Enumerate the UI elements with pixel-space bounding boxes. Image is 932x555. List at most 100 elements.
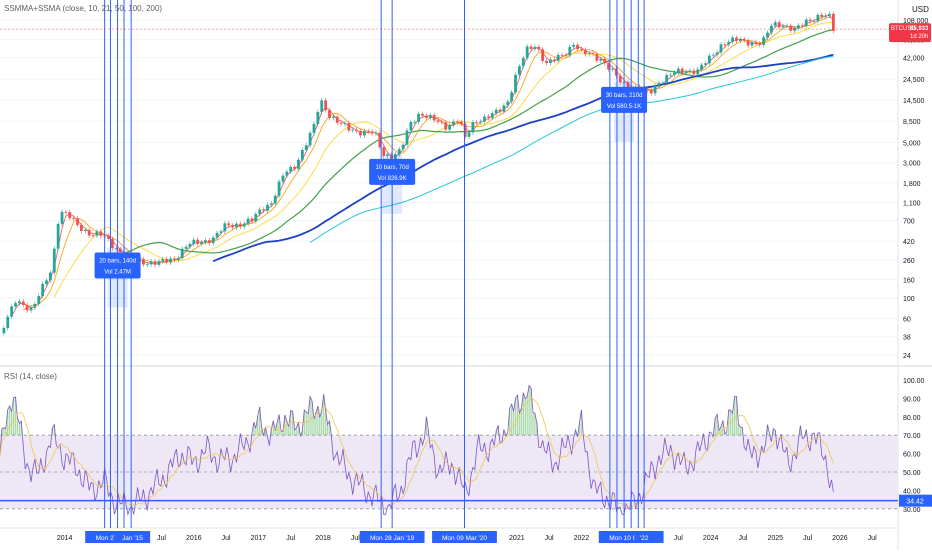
candle-body [316,111,320,124]
currency-label[interactable]: USD [912,5,929,14]
candle-body [614,68,618,76]
candle-body [320,100,324,112]
candle-body [21,301,25,305]
candle-body [6,316,10,328]
candle-body [339,122,343,124]
candle-body [347,123,351,131]
time-tick-label: Jul [351,535,360,542]
candle-body [266,204,269,211]
candle-body [378,132,382,148]
candle-body [366,130,370,132]
candle-body [107,235,110,239]
candle-body [521,57,525,67]
rsi-ma-line [0,396,834,509]
price-tick-label: 1,100 [903,201,921,208]
candle-body [273,195,277,204]
price-tick-label: 5,000 [903,140,921,147]
candle-body [285,171,289,176]
candle-body [452,121,455,125]
measure-tooltip[interactable] [94,252,141,279]
candle-body [785,25,789,27]
candle-body [235,223,238,228]
time-marker-badge[interactable] [359,531,425,543]
candle-body [583,49,587,55]
time-tick-label: 2025 [767,535,783,542]
price-tick-label: 260 [903,258,915,265]
candle-body [471,122,475,133]
price-tick-label: 100 [903,296,915,303]
candle-body [254,213,258,222]
candle-body [200,242,203,244]
candle-body [475,122,479,123]
measure-volume-label: Vol 826.9K [378,176,407,182]
candle-body [41,283,45,297]
candle-body [444,122,448,130]
candle-body [556,54,560,61]
candle-body [231,225,234,228]
measure-tooltip[interactable] [601,86,648,113]
time-marker-badge[interactable] [114,531,151,543]
candle-body [440,121,444,123]
candle-body [401,144,405,150]
candle-body [382,147,386,156]
main-indicator-legend[interactable]: SSMMA+SSMA (close, 10, 21, 50, 100, 200) [4,4,163,13]
candle-body [680,68,684,74]
time-tick-label: 2024 [703,535,719,542]
price-tick-label: 60 [903,317,911,324]
rsi-current-value: 34.42 [906,499,924,506]
candle-body [541,49,545,61]
candle-body [153,261,157,265]
candle-body [68,212,72,219]
candle-body [269,203,273,205]
time-tick-label: 2018 [315,535,331,542]
candle-body [459,121,463,124]
candle-body [518,66,521,75]
candle-body [576,44,579,50]
candle-body [250,218,254,222]
time-marker-badge[interactable] [634,531,654,543]
candle-body [48,272,52,281]
candle-body [599,58,603,61]
candle-body [595,53,599,61]
candle-body [192,239,196,245]
current-price-badge[interactable] [889,23,931,43]
candle-body [789,25,793,31]
rsi-tick-label: 50.00 [903,470,921,477]
candle-body [502,105,506,112]
candle-body [766,32,769,38]
price-tick-label: 108,000 [903,18,928,25]
rsi-indicator-legend[interactable]: RSI (14, close) [4,372,57,381]
candle-body [111,238,114,248]
badge-symbol: BTCUSD [891,26,916,32]
time-marker-badge[interactable] [432,531,497,543]
candle-body [312,123,316,133]
candle-body [331,116,335,118]
candle-body [184,246,188,249]
measure-tooltip[interactable] [369,158,416,185]
candle-body [723,44,727,46]
time-tick-label: Jul [738,535,747,542]
candle-body [537,46,541,50]
candle-body [424,115,428,118]
candle-body [506,101,510,106]
candle-body [514,74,517,93]
candle-body [560,54,564,56]
candle-body [390,154,393,160]
candle-body [715,52,719,55]
time-tick-label: Jul [157,535,166,542]
candle-body [72,218,76,220]
candle-body [277,181,281,196]
time-tick-label: Jul [868,535,877,542]
rsi-current-badge[interactable] [899,494,932,507]
candle-body [479,121,483,123]
candle-body [60,211,64,224]
candle-body [76,218,79,225]
candle-body [215,232,219,238]
candle-body [463,123,467,137]
candle-body [742,39,746,41]
candle-body [45,280,48,284]
candle-body [738,39,742,41]
candle-body [549,59,552,64]
